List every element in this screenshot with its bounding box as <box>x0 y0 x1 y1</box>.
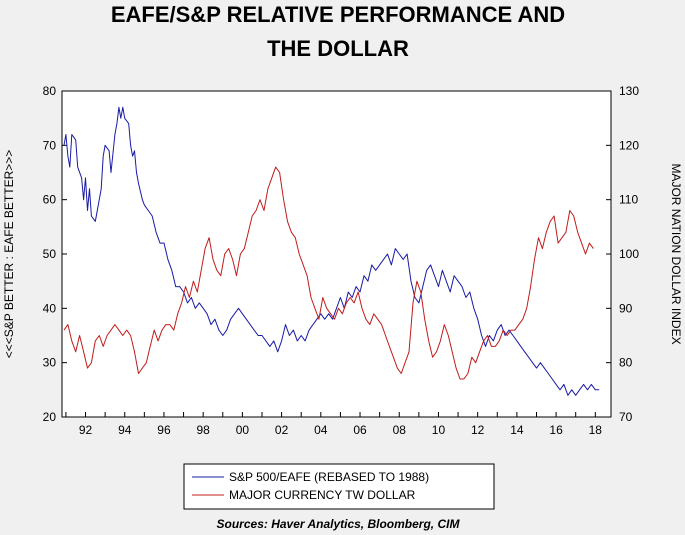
right-tick-label: 100 <box>619 247 639 261</box>
left-axis-label: <<<S&P BETTER : EAFE BETTER>>> <box>2 150 16 359</box>
x-tick-label: 18 <box>589 423 603 437</box>
plot-area <box>61 90 612 418</box>
legend-label-dollar: MAJOR CURRENCY TW DOLLAR <box>229 488 416 502</box>
x-tick-label: 10 <box>432 423 446 437</box>
legend: S&P 500/EAFE (REBASED TO 1988) MAJOR CUR… <box>183 463 495 510</box>
x-tick-label: 92 <box>79 423 93 437</box>
x-tick-label: 96 <box>157 423 171 437</box>
chart-title-line-1: EAFE/S&P RELATIVE PERFORMANCE AND <box>111 2 565 27</box>
right-tick-label: 80 <box>619 356 633 370</box>
right-tick-label: 130 <box>619 84 639 98</box>
x-tick-label: 16 <box>549 423 563 437</box>
x-tick-label: 08 <box>393 423 407 437</box>
right-tick-label: 90 <box>619 301 633 315</box>
series-line-sp-eafe <box>63 106 600 396</box>
left-tick-label: 40 <box>43 301 57 315</box>
x-tick-label: 00 <box>236 423 250 437</box>
right-tick-label: 110 <box>619 193 638 207</box>
left-tick-label: 70 <box>43 138 57 152</box>
right-axis: 70 80 90 100 110 120 130 <box>606 84 639 424</box>
left-tick-label: 60 <box>43 193 57 207</box>
right-tick-label: 70 <box>619 410 633 424</box>
x-tick-label: 14 <box>510 423 524 437</box>
left-axis: 20 30 40 50 60 70 80 <box>43 84 67 424</box>
x-tick-label: 94 <box>118 423 132 437</box>
left-tick-label: 80 <box>43 84 57 98</box>
chart-title-line-2: THE DOLLAR <box>267 36 409 61</box>
x-axis: 92 94 96 98 00 02 04 06 08 10 12 14 16 18 <box>65 412 603 437</box>
left-tick-label: 50 <box>43 247 57 261</box>
sources-note: Sources: Haver Analytics, Bloomberg, CIM <box>217 517 461 531</box>
right-tick-label: 120 <box>619 138 639 152</box>
x-tick-label: 04 <box>314 423 328 437</box>
left-tick-label: 30 <box>43 356 57 370</box>
x-tick-label: 98 <box>196 423 210 437</box>
x-tick-label: 12 <box>471 423 485 437</box>
legend-label-sp-eafe: S&P 500/EAFE (REBASED TO 1988) <box>229 470 429 484</box>
series-layer <box>63 106 600 396</box>
left-tick-label: 20 <box>43 410 57 424</box>
series-line-dollar <box>63 166 594 380</box>
x-tick-label: 02 <box>275 423 289 437</box>
x-tick-label: 06 <box>353 423 367 437</box>
right-axis-label: MAJOR NATION DOLLAR INDEX <box>669 163 683 344</box>
